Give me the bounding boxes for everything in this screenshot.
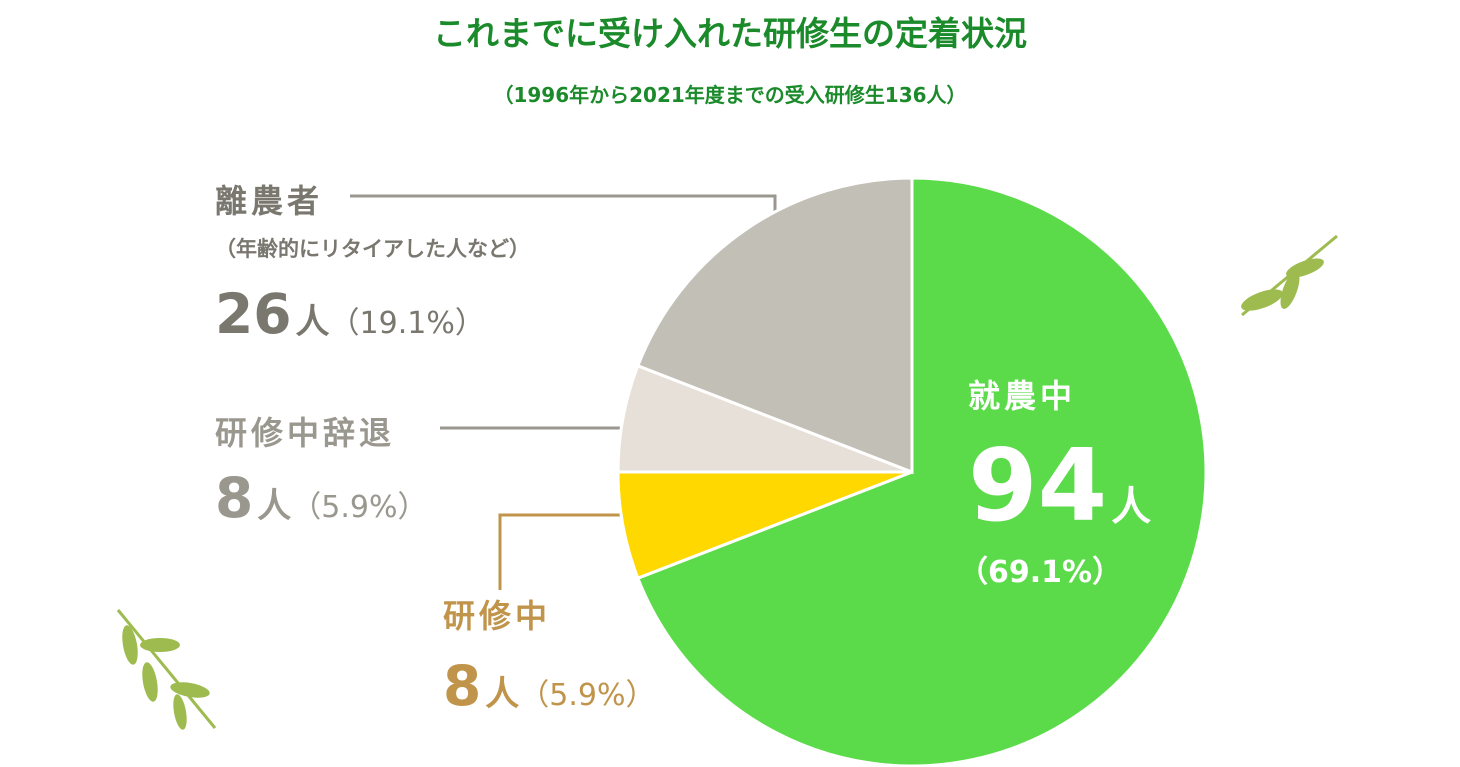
slice-value-label: 26 人（19.1%） [215,282,485,346]
slice-value-label: 94 人 [968,427,1151,544]
slice-name: 離農者 [215,182,323,220]
chart-subtitle: （1996年から2021年度までの受入研修生136人） [493,83,966,107]
pie-slice [635,176,914,475]
leaf-decoration [116,234,1338,730]
pie-slice [635,176,1208,767]
slice-value: 94 [968,427,1107,544]
slice-unit: 人 [296,302,330,342]
slice-value: 8 [215,466,253,530]
slice-name: 就農中 [968,377,1076,415]
slice-unit: 人 [485,674,519,714]
slice-value-label: 8 人（5.9%） [215,466,428,530]
leaf [122,625,138,665]
slice-percent: （19.1%） [330,306,485,341]
leaf [140,638,180,652]
slice-name: 研修中辞退 [215,414,395,452]
leaf-stem [116,609,217,729]
slice-value: 8 [443,654,481,718]
leaf [1286,258,1324,278]
slice-value-label: 8 人（5.9%） [443,654,656,718]
leaf [1280,271,1300,309]
slice-percent: （69.1%） [958,555,1122,590]
slice-percent: （5.9%） [519,678,655,713]
leaf [170,682,210,698]
slice-percent: （5.9%） [291,490,427,525]
leaf [142,662,158,702]
slice-unit: 人 [257,486,291,526]
slice-unit: 人 [1111,484,1151,530]
leaf [173,694,187,730]
slice-name: 研修中 [443,597,551,635]
pie [616,176,1208,767]
leaf [1241,289,1283,311]
slice-annotation: （年齢的にリタイアした人など） [215,237,530,261]
slice-value: 26 [215,282,292,346]
chart-title: これまでに受け入れた研修生の定着状況 [433,14,1027,53]
